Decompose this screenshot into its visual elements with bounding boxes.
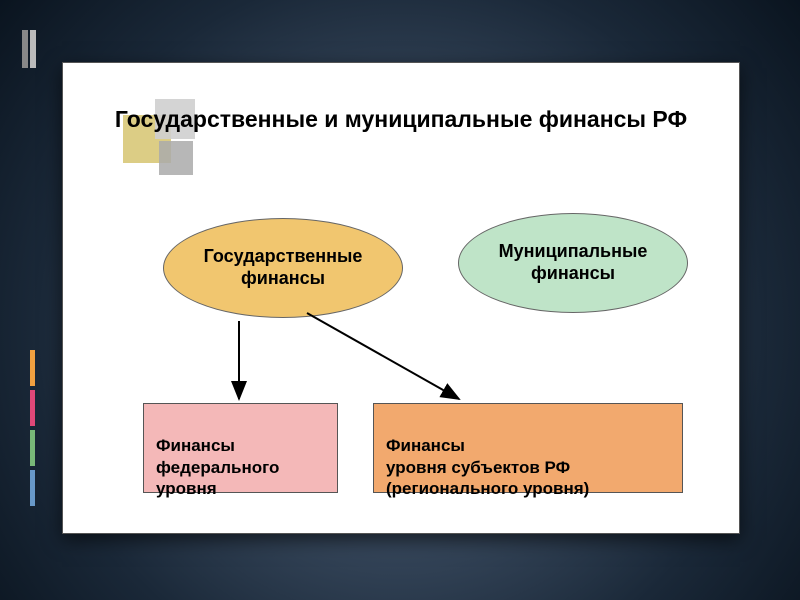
diagram-title: Государственные и муниципальные финансы … [63,105,739,134]
node-government-finance: Государственные финансы [163,218,403,318]
decor-stripe [30,430,35,466]
node-label: Финансы федерального уровня [156,436,279,498]
node-regional-finance: Финансы уровня субъектов РФ (регионально… [373,403,683,493]
decor-stripe [30,30,36,68]
node-label: Финансы уровня субъектов РФ (регионально… [386,436,589,498]
node-federal-finance: Финансы федерального уровня [143,403,338,493]
decor-stripe [30,470,35,506]
decor-stripe [30,350,35,386]
node-label: Муниципальные финансы [499,241,648,284]
node-municipal-finance: Муниципальные финансы [458,213,688,313]
decor-square [159,141,193,175]
edge-gov-to-reg [307,313,459,399]
diagram-panel: Государственные и муниципальные финансы … [62,62,740,534]
node-label: Государственные финансы [204,246,363,289]
decor-stripe [22,30,28,68]
decor-stripe [30,390,35,426]
